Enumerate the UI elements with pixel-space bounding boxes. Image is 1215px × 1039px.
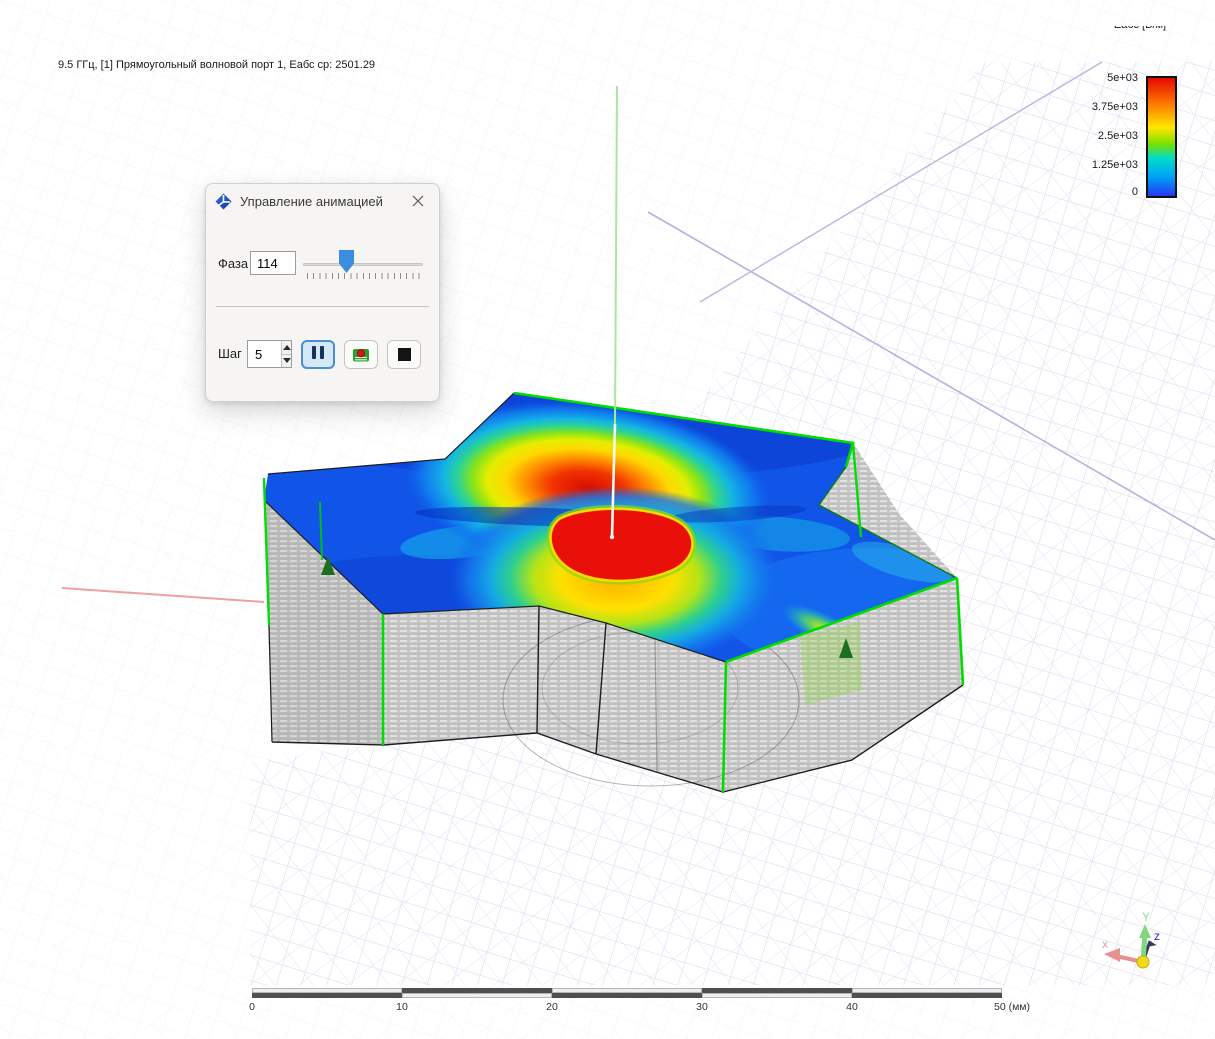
model-side-faces[interactable] [264,443,964,793]
phase-input[interactable] [250,251,296,275]
probe-line [609,85,618,540]
axis-label-y: Y [1142,910,1150,924]
dialog-separator [216,306,429,307]
animation-control-dialog: Управление анимацией Фаза Шаг [205,183,440,402]
stop-button[interactable] [387,340,421,369]
phase-slider[interactable] [301,247,425,281]
colorbar-tick: 5e+03 [1107,72,1138,84]
field-hotspot-red [551,509,692,580]
slider-track[interactable] [303,263,423,266]
record-icon [353,348,369,361]
step-label: Шаг [218,346,242,361]
slider-tick-marks [307,273,421,279]
pause-icon [312,345,324,364]
model-edges [262,391,965,793]
surface-normal-arrows [321,556,853,658]
spinner-down-icon[interactable] [282,353,291,367]
ruler-label: 0 [249,1001,255,1013]
grid-axis-line [647,211,1215,541]
dialog-titlebar[interactable]: Управление анимацией [206,184,439,218]
colorbar-tick: 2.5e+03 [1097,130,1138,142]
ruler-label: 10 [396,1001,408,1013]
ruler-label: 30 [696,1001,708,1013]
colorbar-tick: 0 [1131,186,1138,198]
dialog-title: Управление анимацией [240,193,383,209]
colorbar [1146,76,1177,198]
axis-label-x: x [1102,937,1108,951]
colorbar-tick: 3.75e+03 [1091,101,1138,113]
pause-button[interactable] [301,340,335,369]
app-icon [215,193,232,209]
scale-ruler: 0 10 20 30 40 50 (мм) [249,988,1030,1013]
ruler-label: 50 (мм) [993,1001,1031,1013]
world-x-axis-line [61,587,265,603]
stop-icon [397,348,411,361]
axis-triad: Y x z [1102,910,1160,969]
axis-label-z: z [1154,929,1160,943]
ruler-label: 40 [846,1001,858,1013]
close-icon[interactable] [409,192,427,210]
ruler-label: 20 [546,1001,558,1013]
step-input[interactable] [248,341,281,367]
colorbar-tick: 1.25e+03 [1091,159,1138,171]
view-status-text: 9.5 ГГц, [1] Прямоугольный волновой порт… [58,59,376,71]
colorbar-title: Еабс [В/м] [1090,26,1190,38]
slider-thumb[interactable] [339,250,354,273]
phase-label: Фаза [218,256,249,271]
spinner-up-icon[interactable] [282,341,291,354]
record-button[interactable] [344,340,378,369]
step-spinner[interactable] [247,340,292,368]
